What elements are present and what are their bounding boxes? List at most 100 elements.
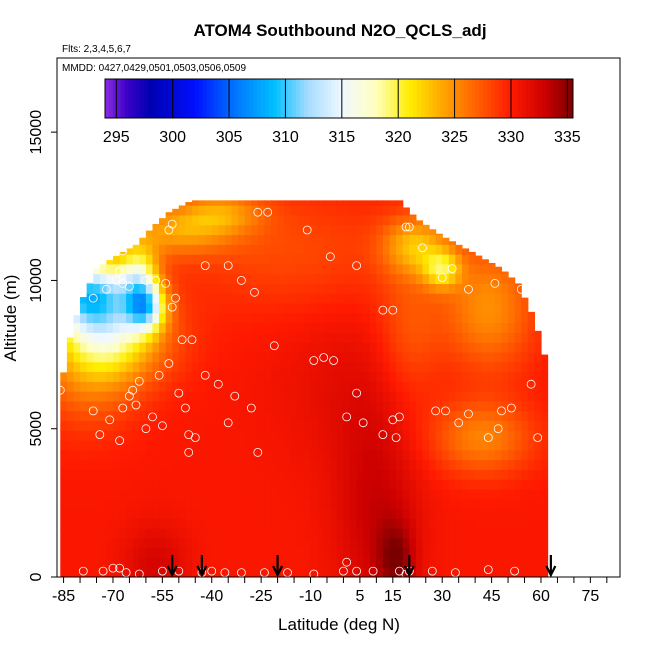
- heatmap-cell: [534, 400, 542, 412]
- heatmap-cell: [66, 547, 75, 559]
- heatmap-cell: [330, 518, 338, 529]
- heatmap-cell: [165, 371, 173, 382]
- colorbar: 295 300 305 310 315 320 325 330 335: [103, 78, 581, 146]
- heatmap-cell: [330, 479, 338, 490]
- sample-point: [447, 264, 457, 274]
- heatmap-cell: [435, 254, 443, 265]
- heatmap-cell: [415, 459, 424, 470]
- heatmap-cell: [343, 214, 351, 226]
- heatmap-cell: [415, 449, 424, 461]
- sample-point: [497, 406, 506, 416]
- heatmap-cell: [152, 469, 160, 480]
- heatmap-cell: [132, 518, 140, 529]
- heatmap-cell: [389, 547, 397, 559]
- heatmap-cell: [178, 371, 186, 382]
- colorbar-segment: [183, 79, 188, 118]
- colorbar-segment: [448, 79, 453, 118]
- heatmap-cell: [191, 322, 200, 333]
- heatmap-cell: [323, 518, 331, 529]
- heatmap-cell: [238, 244, 246, 255]
- heatmap-cell: [152, 400, 160, 412]
- heatmap-cell: [521, 391, 529, 402]
- heatmap-cell: [494, 488, 503, 500]
- heatmap-cell: [152, 479, 160, 490]
- heatmap-cell: [257, 547, 266, 559]
- heatmap-cell: [231, 244, 239, 255]
- heatmap-cell: [290, 293, 298, 304]
- heatmap-cell: [369, 469, 377, 480]
- colorbar-segment: [530, 79, 535, 118]
- heatmap-cell: [363, 479, 371, 490]
- heatmap-cell: [198, 430, 206, 441]
- heatmap-cell: [172, 312, 180, 324]
- heatmap-cell: [244, 567, 252, 577]
- heatmap-cell: [540, 537, 549, 549]
- heatmap-cell: [297, 371, 305, 382]
- heatmap-cell: [244, 224, 252, 236]
- heatmap-cell: [369, 293, 377, 304]
- heatmap-cell: [271, 371, 279, 382]
- heatmap-cell: [461, 361, 470, 373]
- heatmap-cell: [429, 498, 437, 510]
- heatmap-cell: [139, 302, 147, 314]
- heatmap-cell: [415, 322, 424, 333]
- heatmap-cell: [494, 312, 503, 324]
- heatmap-cell: [303, 567, 312, 577]
- heatmap-cell: [508, 410, 516, 422]
- heatmap-cell: [297, 498, 305, 510]
- heatmap-cell: [205, 420, 213, 431]
- heatmap-cell: [330, 273, 338, 284]
- heatmap-cell: [455, 283, 463, 294]
- heatmap-cell: [152, 449, 160, 461]
- heatmap-cell: [382, 381, 391, 392]
- heatmap-cell: [494, 430, 503, 441]
- heatmap-cell: [271, 537, 279, 549]
- heatmap-cell: [389, 528, 397, 539]
- heatmap-cell: [257, 518, 266, 529]
- heatmap-cell: [448, 241, 456, 245]
- heatmap-cell: [66, 342, 75, 353]
- heatmap-cell: [86, 293, 94, 304]
- heatmap-cell: [264, 498, 272, 510]
- heatmap-cell: [257, 200, 266, 206]
- heatmap-cell: [527, 479, 535, 490]
- heatmap-cell: [481, 302, 489, 314]
- heatmap-cell: [284, 488, 292, 500]
- heatmap-cell: [303, 439, 312, 451]
- heatmap-cell: [350, 430, 358, 441]
- heatmap-cell: [389, 312, 397, 324]
- heatmap-cell: [461, 488, 470, 500]
- heatmap-cell: [224, 254, 233, 265]
- heatmap-cell: [264, 254, 272, 265]
- heatmap-cell: [501, 302, 509, 314]
- heatmap-cell: [461, 449, 470, 461]
- heatmap-cell: [178, 537, 186, 549]
- heatmap-cell: [112, 557, 121, 568]
- heatmap-cell: [238, 234, 246, 245]
- heatmap-cell: [310, 302, 318, 314]
- heatmap-cell: [488, 459, 496, 470]
- heatmap-cell: [501, 351, 509, 363]
- heatmap-cell: [191, 479, 200, 490]
- heatmap-cell: [396, 283, 404, 294]
- colorbar-tick-label: 335: [554, 129, 581, 146]
- heatmap-cell: [224, 557, 233, 568]
- heatmap-cell: [218, 391, 226, 402]
- sample-point: [250, 287, 259, 297]
- heatmap-cell: [488, 449, 496, 461]
- heatmap-cell: [264, 234, 272, 245]
- colorbar-segment: [222, 79, 227, 118]
- heatmap-cell: [448, 332, 456, 343]
- heatmap-cell: [376, 479, 384, 490]
- heatmap-cell: [112, 439, 121, 451]
- colorbar-tick-label: 305: [216, 129, 243, 146]
- heatmap-cell: [86, 371, 94, 382]
- heatmap-cell: [343, 449, 351, 461]
- heatmap-cell: [396, 244, 404, 255]
- heatmap-cell: [442, 479, 450, 490]
- heatmap-cell: [540, 391, 549, 402]
- heatmap-cell: [277, 214, 285, 226]
- heatmap-cell: [244, 459, 252, 470]
- heatmap-cell: [165, 488, 173, 500]
- heatmap-cell: [106, 381, 114, 392]
